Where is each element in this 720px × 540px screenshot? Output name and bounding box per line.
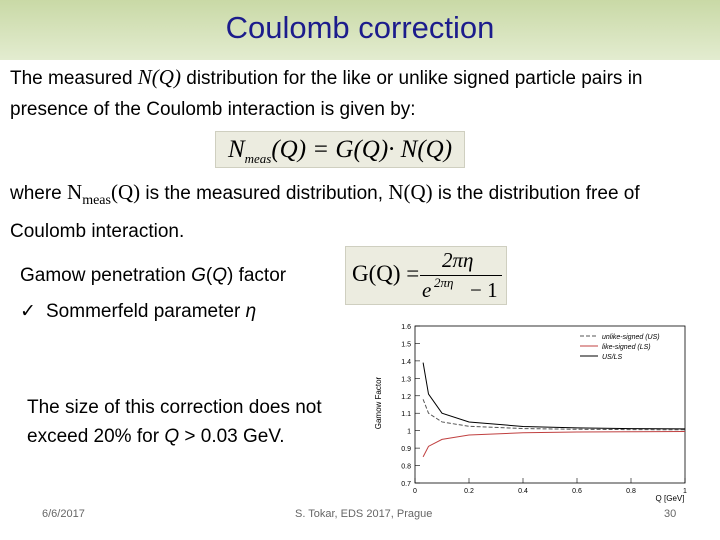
text: where [10, 183, 68, 204]
y-tick-label: 1.6 [401, 324, 411, 331]
x-tick-label: 0.6 [572, 488, 582, 495]
math: (Q) = G(Q)· N(Q) [271, 136, 453, 163]
x-tick-label: 1 [683, 488, 687, 495]
series-line [422, 431, 686, 458]
x-tick-label: 0.2 [464, 488, 474, 495]
math: − 1 [470, 278, 498, 302]
text: is the measured distribution, [140, 183, 389, 204]
math: 2πη [434, 275, 454, 290]
text: The size of this correction does not exc… [27, 397, 322, 447]
math: meas [82, 192, 111, 208]
y-tick-label: 1.1 [401, 411, 411, 418]
text: ( [205, 265, 213, 286]
text: η [245, 301, 257, 322]
text: distribution for the like or unlike sign… [10, 68, 643, 120]
page-number: 30 [664, 508, 677, 520]
text: The measured [10, 68, 138, 89]
math: meas [244, 151, 272, 166]
y-tick-label: 1.4 [401, 359, 411, 366]
y-tick-label: 1 [407, 429, 411, 436]
formula-box: G(Q) = 2πη e 2πη − 1 [345, 246, 507, 305]
text: > 0.03 GeV. [179, 426, 285, 447]
y-axis-label: Gamow Factor [374, 376, 383, 429]
plot-frame [414, 325, 686, 484]
legend-label: US/LS [602, 354, 623, 361]
formula-box: Nmeas(Q) = G(Q)· N(Q) [215, 131, 465, 168]
y-tick-label: 1.2 [401, 394, 411, 401]
text: G [191, 265, 206, 286]
y-tick-label: 0.7 [401, 481, 411, 488]
chart: Gamow Factor Q [GeV] 0.7 0.8 0.9 1 1.1 1.2 1.3… [374, 324, 687, 503]
text: Gamow penetration [20, 265, 192, 286]
math: N(Q) [137, 65, 181, 89]
text: is the distribution free of Coulomb inte… [10, 183, 640, 242]
series-line [422, 399, 686, 431]
y-tick-label: 1.3 [401, 376, 411, 383]
math: e [422, 278, 432, 302]
fraction-bar [420, 275, 502, 276]
note: The size of this correction does not exc… [27, 393, 377, 451]
x-tick-label: 0.8 [626, 488, 636, 495]
math: N [227, 136, 245, 163]
footer-center: S. Tokar, EDS 2017, Prague [295, 508, 433, 520]
where-text: where Nmeas(Q) is the measured distribut… [10, 177, 700, 247]
footer-date: 6/6/2017 [42, 508, 85, 520]
math: N [67, 180, 83, 204]
bullet: ✓ Sommerfeld parameter η [20, 296, 256, 327]
y-tick-label: 1.5 [401, 341, 411, 348]
text: Q [212, 265, 227, 286]
text: Sommerfeld parameter [46, 301, 246, 322]
x-tick-label: 0.4 [518, 488, 528, 495]
legend-label: like-signed (LS) [602, 344, 651, 351]
x-tick-label: 0 [413, 488, 417, 495]
y-tick-label: 0.9 [401, 446, 411, 453]
math: (Q) [110, 180, 141, 204]
title-bar [0, 0, 720, 60]
text: Q [164, 426, 180, 447]
math: 2πη [442, 248, 474, 272]
slide-title: Coulomb correction [225, 10, 495, 45]
intro-text: The measured N(Q) distribution for the l… [10, 62, 690, 125]
y-tick-label: 0.8 [401, 464, 411, 471]
legend-label: unlike-signed (US) [602, 334, 660, 341]
bullet-marker: ✓ [20, 301, 36, 322]
math: G(Q) = [352, 261, 420, 286]
math: N(Q) [388, 180, 433, 204]
series-line [422, 362, 686, 430]
text: ) factor [226, 265, 287, 286]
x-axis-label: Q [GeV] [656, 494, 685, 503]
gamow-text: Gamow penetration G(Q) factor [20, 260, 286, 291]
